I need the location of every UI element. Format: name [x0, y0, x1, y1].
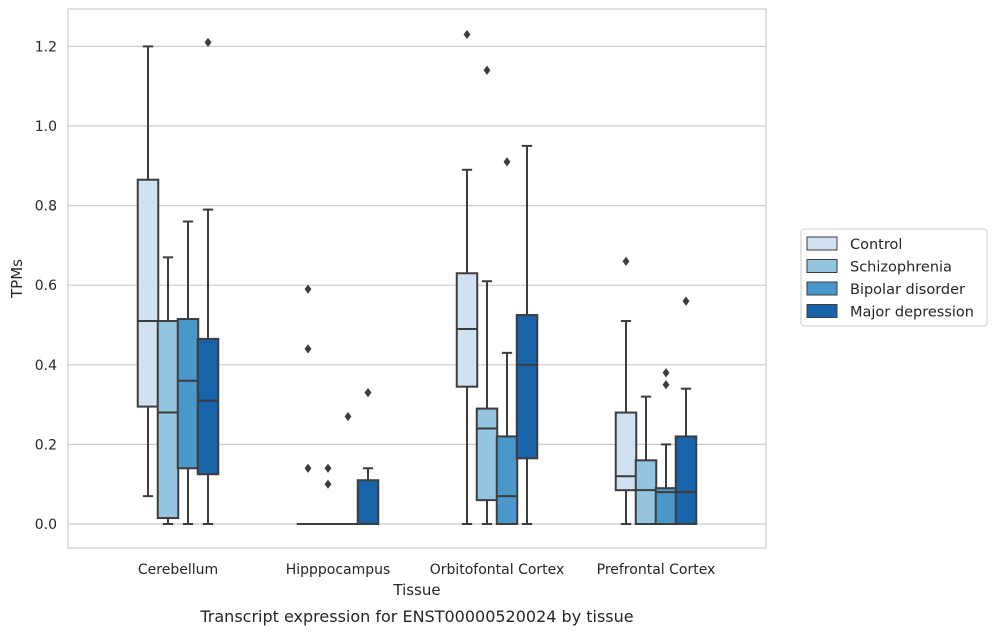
legend-label: Control [850, 237, 902, 253]
y-tick-label: 0.4 [35, 358, 57, 374]
y-tick-label: 1.0 [35, 119, 57, 135]
outlier-point [662, 380, 670, 390]
legend-label: Bipolar disorder [850, 282, 965, 298]
y-tick-label: 0.8 [35, 199, 57, 215]
box-schizophrenia [475, 65, 499, 525]
outlier-point [622, 256, 630, 266]
plot-frame [67, 8, 767, 549]
box-iqr [614, 411, 638, 492]
outlier-point [483, 65, 491, 75]
box-iqr [515, 314, 539, 460]
y-axis-label: TPMs [8, 259, 26, 299]
y-tick-label: 1.2 [35, 39, 57, 55]
category-group [455, 29, 539, 525]
legend-swatch [806, 236, 838, 251]
x-tick-label: Hipppocampus [286, 562, 391, 578]
box-iqr [156, 320, 180, 520]
y-tick-label: 0.0 [35, 517, 57, 533]
outlier-point [503, 157, 511, 167]
box-iqr [176, 318, 200, 470]
legend-swatch [806, 304, 838, 318]
outlier-point [204, 37, 212, 48]
box-control [136, 45, 160, 498]
y-tick-label: 0.6 [35, 278, 57, 294]
box-major-depression [196, 37, 220, 525]
box-bipolar-disorder [495, 157, 519, 525]
box-bipolar-disorder [176, 220, 200, 525]
category-group [296, 284, 380, 526]
outlier-point [662, 368, 670, 378]
box-schizophrenia [156, 256, 180, 525]
x-axis-ticks: Cerebellum Hipppocampus Orbitofontal Corte… [138, 562, 715, 578]
outlier-point [682, 296, 690, 306]
x-tick-label: Prefrontal Cortex [597, 562, 716, 578]
box-iqr [674, 435, 698, 525]
box-iqr [654, 487, 678, 525]
outlier-point [364, 388, 372, 398]
outlier-point [304, 284, 312, 294]
category-group [614, 256, 698, 526]
chart-caption: Transcript expression for ENST0000052002… [199, 607, 633, 626]
outlier-point [463, 29, 471, 40]
box-iqr [475, 407, 499, 502]
box-groups [136, 29, 698, 526]
box-iqr [356, 479, 380, 525]
legend-label: Schizophrenia [850, 260, 952, 276]
box-iqr [136, 178, 160, 408]
y-tick-label: 0.2 [35, 437, 57, 453]
x-tick-label: Orbitofontal Cortex [430, 562, 565, 578]
outlier-point [304, 463, 312, 473]
box-major-depression [515, 144, 539, 525]
box-control [455, 29, 479, 525]
y-axis-ticks: 0.0 0.2 0.4 0.6 0.8 1.0 1.2 [35, 39, 57, 533]
outlier-point [304, 344, 312, 354]
legend-label: Major depression [850, 305, 974, 321]
category-group [136, 37, 220, 525]
x-tick-label: Cerebellum [138, 562, 218, 578]
box-iqr [634, 459, 658, 526]
box-bipolar-disorder [654, 368, 678, 525]
box-major-depression [356, 388, 380, 525]
box-iqr [196, 337, 220, 476]
outlier-point [324, 479, 332, 489]
legend-swatch [806, 259, 838, 273]
legend-frame [800, 228, 988, 327]
box-iqr [495, 435, 519, 525]
box-control [296, 284, 320, 526]
outlier-point [324, 463, 332, 473]
legend: Control Schizophrenia Bipolar disorder Majo… [800, 228, 988, 327]
x-axis-label: Tissue [392, 581, 440, 599]
box-control [614, 256, 638, 525]
legend-swatch [806, 281, 838, 296]
outlier-point [344, 411, 352, 422]
box-major-depression [674, 296, 698, 525]
